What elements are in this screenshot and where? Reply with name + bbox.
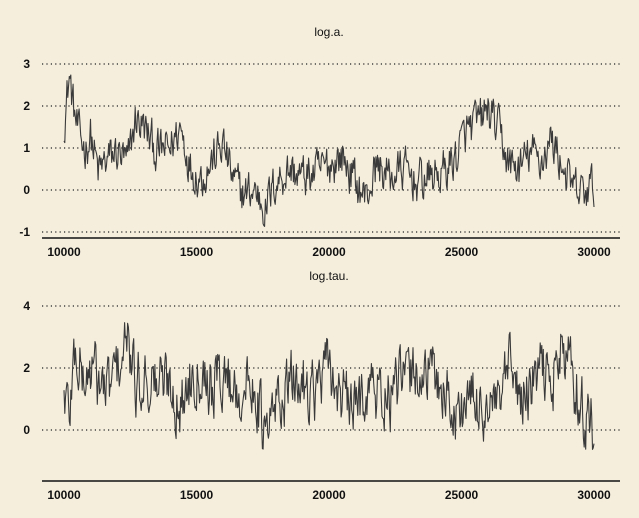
x-tick-label: 20000 bbox=[312, 488, 346, 502]
panel-title: log.a. bbox=[314, 25, 343, 39]
x-axis-ticks: 10000 15000 20000 25000 30000 bbox=[47, 245, 611, 259]
x-tick-label: 15000 bbox=[180, 488, 214, 502]
y-tick-label: 0 bbox=[23, 183, 30, 197]
x-tick-label: 25000 bbox=[445, 245, 479, 259]
y-tick-label: -1 bbox=[19, 225, 30, 239]
y-axis-ticks: 0 2 4 bbox=[23, 299, 30, 437]
trace-line bbox=[63, 74, 595, 227]
x-tick-label: 15000 bbox=[180, 245, 214, 259]
y-tick-label: 2 bbox=[23, 361, 30, 375]
x-axis-ticks: 10000 15000 20000 25000 30000 bbox=[47, 488, 611, 502]
trace-line bbox=[63, 322, 595, 450]
y-tick-label: 1 bbox=[23, 141, 30, 155]
y-tick-label: 0 bbox=[23, 423, 30, 437]
x-tick-label: 30000 bbox=[577, 488, 611, 502]
panel-log-tau: log.tau. 0 2 4 10000 15000 20000 25000 30000 bbox=[23, 269, 620, 502]
panel-log-a: log.a. -1 0 1 2 3 10000 15000 20000 25000 30000 bbox=[19, 25, 620, 259]
y-axis-ticks: -1 0 1 2 3 bbox=[19, 57, 30, 239]
panel-title: log.tau. bbox=[309, 269, 348, 283]
x-tick-label: 20000 bbox=[312, 245, 346, 259]
x-tick-label: 10000 bbox=[47, 488, 81, 502]
x-tick-label: 25000 bbox=[445, 488, 479, 502]
x-tick-label: 30000 bbox=[577, 245, 611, 259]
y-tick-label: 4 bbox=[23, 299, 30, 313]
y-tick-label: 2 bbox=[23, 99, 30, 113]
x-tick-label: 10000 bbox=[47, 245, 81, 259]
y-tick-label: 3 bbox=[23, 57, 30, 71]
